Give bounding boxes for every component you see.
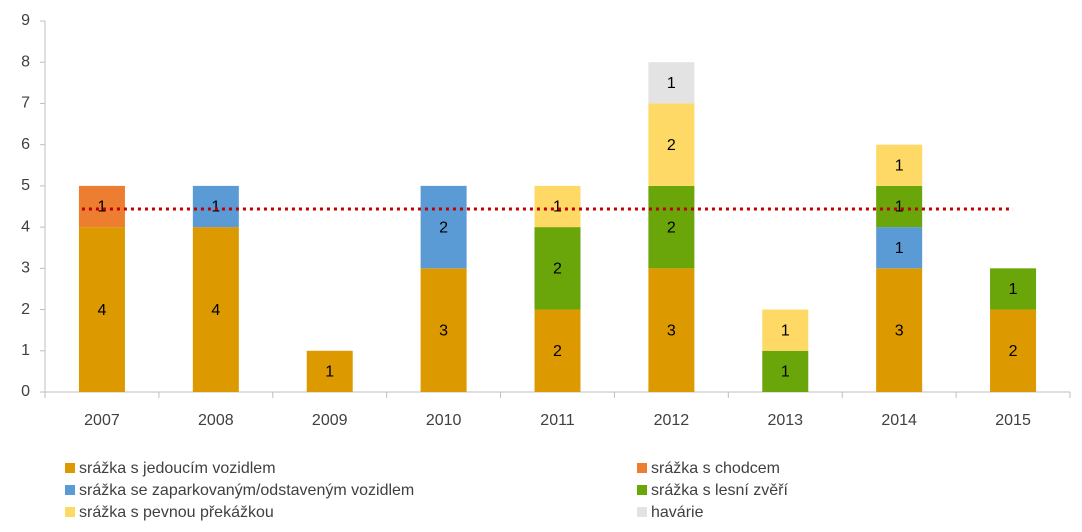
x-tick-label: 2011 <box>540 412 575 429</box>
data-label: 1 <box>211 199 220 216</box>
x-tick-label: 2009 <box>312 412 348 429</box>
x-tick-label: 2010 <box>426 412 462 429</box>
bar-segment <box>762 309 809 351</box>
bar-segment <box>648 185 695 269</box>
bar-segment <box>420 185 467 269</box>
bar-segment <box>192 227 239 392</box>
legend-swatch <box>637 463 647 473</box>
data-label: 3 <box>439 322 448 339</box>
legend-swatch <box>637 507 647 517</box>
data-label: 2 <box>1009 343 1018 360</box>
data-label: 2 <box>439 219 448 236</box>
y-tick-label: 3 <box>21 260 30 277</box>
bar-segment <box>534 227 581 310</box>
y-tick-label: 0 <box>21 383 30 400</box>
x-tick-label: 2013 <box>767 412 803 429</box>
bar-segment <box>876 268 923 392</box>
bar-segment <box>534 185 581 228</box>
data-label: 1 <box>1009 281 1018 298</box>
data-label: 2 <box>667 219 676 236</box>
legend-label: srážka s chodcem <box>651 460 780 477</box>
legend-swatch <box>637 485 647 495</box>
bar-segment <box>648 62 695 104</box>
bar-segment <box>78 227 125 392</box>
data-label: 1 <box>895 157 904 174</box>
data-label: 1 <box>895 199 904 216</box>
data-label: 1 <box>325 364 334 381</box>
legend-swatch <box>65 485 75 495</box>
data-label: 2 <box>667 137 676 154</box>
legend-label: srážka s jedoucím vozidlem <box>79 460 276 477</box>
y-tick-label: 1 <box>21 342 30 359</box>
bar-segment <box>192 185 239 228</box>
x-tick-label: 2014 <box>881 412 917 429</box>
bar-segment <box>876 185 923 228</box>
bar-segment <box>534 309 581 392</box>
x-tick-label: 2015 <box>995 412 1031 429</box>
data-label: 4 <box>97 302 106 319</box>
legend-swatch <box>65 507 75 517</box>
bar-segment <box>990 268 1037 310</box>
y-tick-label: 2 <box>21 301 30 318</box>
y-tick-label: 5 <box>21 177 30 194</box>
data-label: 1 <box>781 322 790 339</box>
legend-swatch <box>65 463 75 473</box>
bar-segment <box>306 350 353 392</box>
data-label: 1 <box>895 240 904 257</box>
bar-segment <box>78 185 125 228</box>
data-label: 4 <box>211 302 220 319</box>
y-tick-label: 9 <box>21 12 30 29</box>
data-label: 1 <box>667 75 676 92</box>
legend-label: srážka s pevnou překážkou <box>79 504 274 521</box>
y-tick-label: 7 <box>21 95 30 112</box>
data-label: 2 <box>553 261 562 278</box>
y-tick-label: 4 <box>21 218 30 235</box>
data-label: 3 <box>667 322 676 339</box>
data-label: 1 <box>781 364 790 381</box>
bar-segment <box>876 144 923 186</box>
bar-segment <box>420 268 467 392</box>
bar-segment <box>876 227 923 269</box>
bar-segment <box>762 350 809 392</box>
x-tick-label: 2007 <box>84 412 120 429</box>
data-label: 1 <box>97 199 106 216</box>
x-tick-label: 2012 <box>654 412 690 429</box>
legend-label: srážka s lesní zvěří <box>651 482 788 499</box>
data-label: 2 <box>553 343 562 360</box>
data-label: 3 <box>895 322 904 339</box>
bar-segment <box>990 309 1037 392</box>
x-tick-label: 2008 <box>198 412 234 429</box>
bar-segment <box>648 268 695 392</box>
data-label: 1 <box>553 199 562 216</box>
y-tick-label: 6 <box>21 136 30 153</box>
legend-label: havárie <box>651 504 704 521</box>
bar-segment <box>648 103 695 186</box>
legend-label: srážka se zaparkovaným/odstaveným vozidl… <box>79 482 414 499</box>
y-tick-label: 8 <box>21 53 30 70</box>
